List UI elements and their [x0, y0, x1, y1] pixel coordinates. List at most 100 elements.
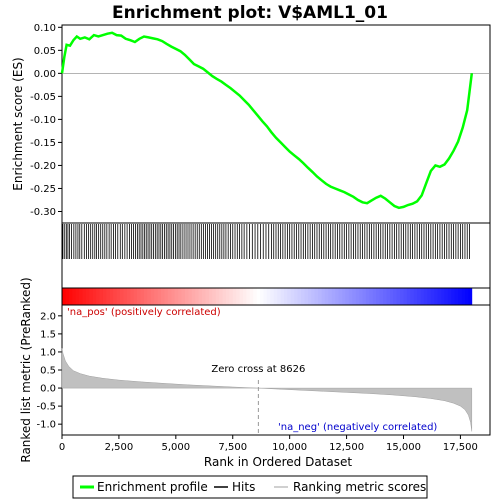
- gradient-segment: [365, 288, 370, 305]
- gradient-segment: [75, 288, 80, 305]
- gradient-segment: [464, 288, 469, 305]
- es-y-tick-label: 0.05: [34, 46, 56, 57]
- gradient-segment: [362, 288, 367, 305]
- gradient-segment: [85, 288, 90, 305]
- gradient-segment: [178, 288, 182, 305]
- zero-cross-label: Zero cross at 8626: [211, 364, 305, 375]
- gradient-segment: [400, 288, 404, 305]
- gradient-segment: [219, 288, 223, 305]
- gradient-segment: [150, 288, 155, 305]
- gradient-segment: [116, 288, 121, 305]
- gradient-segment: [260, 288, 264, 305]
- x-tick-label: 5,000: [162, 442, 191, 453]
- gradient-segment: [167, 288, 172, 305]
- gradient-segment: [420, 288, 425, 305]
- gradient-segment: [307, 288, 312, 305]
- gradient-segment: [188, 288, 193, 305]
- gradient-segment: [157, 288, 162, 305]
- x-tick-label: 7,500: [218, 442, 247, 453]
- gradient-segment: [423, 288, 428, 305]
- es-y-tick-label: 0.10: [34, 23, 56, 34]
- gradient-segment: [393, 288, 398, 305]
- gradient-segment: [246, 288, 251, 305]
- gradient-segment: [301, 288, 305, 305]
- negative-correlation-label: 'na_neg' (negatively correlated): [278, 422, 437, 433]
- es-y-axis: 0.10 0.05 0.00 -0.05 -0.10 -0.15 -0.20 -0.25 -0.…: [30, 23, 490, 218]
- gradient-segment: [239, 288, 244, 305]
- gradient-segment: [92, 288, 97, 305]
- gradient-segment: [369, 288, 374, 305]
- gradient-segment: [266, 288, 271, 305]
- gradient-segment: [451, 288, 456, 305]
- gradient-segment: [389, 288, 394, 305]
- gradient-segment: [321, 288, 326, 305]
- gradient-segment: [126, 288, 131, 305]
- gradient-segment: [96, 288, 100, 305]
- gradient-segment: [123, 288, 128, 305]
- gradient-segment: [434, 288, 439, 305]
- metric-y-tick-label: 2.0: [40, 311, 56, 322]
- metric-y-tick-label: -1.0: [36, 420, 56, 431]
- gradient-segment: [225, 288, 230, 305]
- x-tick-label: 10,000: [272, 442, 307, 453]
- gradient-segment: [379, 288, 384, 305]
- gradient-segment: [372, 288, 377, 305]
- gradient-segment: [314, 288, 319, 305]
- gradient-segment: [280, 288, 285, 305]
- es-y-tick-label: 0.00: [34, 69, 56, 80]
- gradient-segment: [256, 288, 261, 305]
- gradient-segment: [290, 288, 295, 305]
- gradient-segment: [430, 288, 435, 305]
- gradient-segment: [171, 288, 176, 305]
- gradient-segment: [113, 288, 118, 305]
- gradient-segment: [140, 288, 145, 305]
- metric-y-tick-label: 1.5: [40, 329, 56, 340]
- gradient-segment: [461, 288, 466, 305]
- gradient-segment: [205, 288, 210, 305]
- gradient-segment: [331, 288, 336, 305]
- metric-y-axis-label: Ranked list metric (PreRanked): [19, 277, 33, 462]
- legend: Enrichment profile Hits Ranking metric s…: [72, 475, 428, 499]
- gradient-segment: [202, 288, 206, 305]
- gradient-segment: [208, 288, 213, 305]
- hits-marks: [62, 224, 470, 259]
- gradient-segment: [437, 288, 442, 305]
- metric-y-tick-label: 1.0: [40, 347, 56, 358]
- gradient-segment: [444, 288, 449, 305]
- positive-correlation-label: 'na_pos' (positively correlated): [67, 307, 221, 318]
- gradient-segment: [130, 288, 135, 305]
- gradient-segment: [297, 288, 302, 305]
- gradient-segment: [468, 288, 473, 305]
- legend-frame: [72, 475, 428, 499]
- gradient-segment: [273, 288, 278, 305]
- gradient-segment: [215, 288, 220, 305]
- gradient-segment: [174, 288, 179, 305]
- es-y-tick-label: -0.20: [30, 161, 56, 172]
- legend-hits: Hits: [232, 480, 255, 494]
- gradient-segment: [68, 288, 73, 305]
- gradient-segment: [222, 288, 227, 305]
- gradient-segment: [348, 288, 353, 305]
- gradient-segment: [427, 288, 432, 305]
- gradient-segment: [184, 288, 189, 305]
- x-tick-label: 15,000: [386, 442, 421, 453]
- gradient-segment: [212, 288, 217, 305]
- es-y-tick-label: -0.15: [30, 138, 56, 149]
- gradient-segment: [335, 288, 340, 305]
- gradient-segment: [147, 288, 152, 305]
- x-tick-label: 12,500: [329, 442, 364, 453]
- gradient-segment: [106, 288, 111, 305]
- gradient-segment: [441, 288, 445, 305]
- gradient-segment: [133, 288, 138, 305]
- gradient-segment: [376, 288, 380, 305]
- x-tick-label: 2,500: [105, 442, 134, 453]
- gradient-segment: [242, 288, 247, 305]
- gradient-segment: [137, 288, 141, 305]
- gradient-segment: [181, 288, 186, 305]
- gradient-segment: [164, 288, 169, 305]
- metric-y-tick-label: -0.5: [36, 402, 56, 413]
- gradient-segment: [82, 288, 87, 305]
- gradient-segment: [304, 288, 309, 305]
- gradient-segment: [161, 288, 165, 305]
